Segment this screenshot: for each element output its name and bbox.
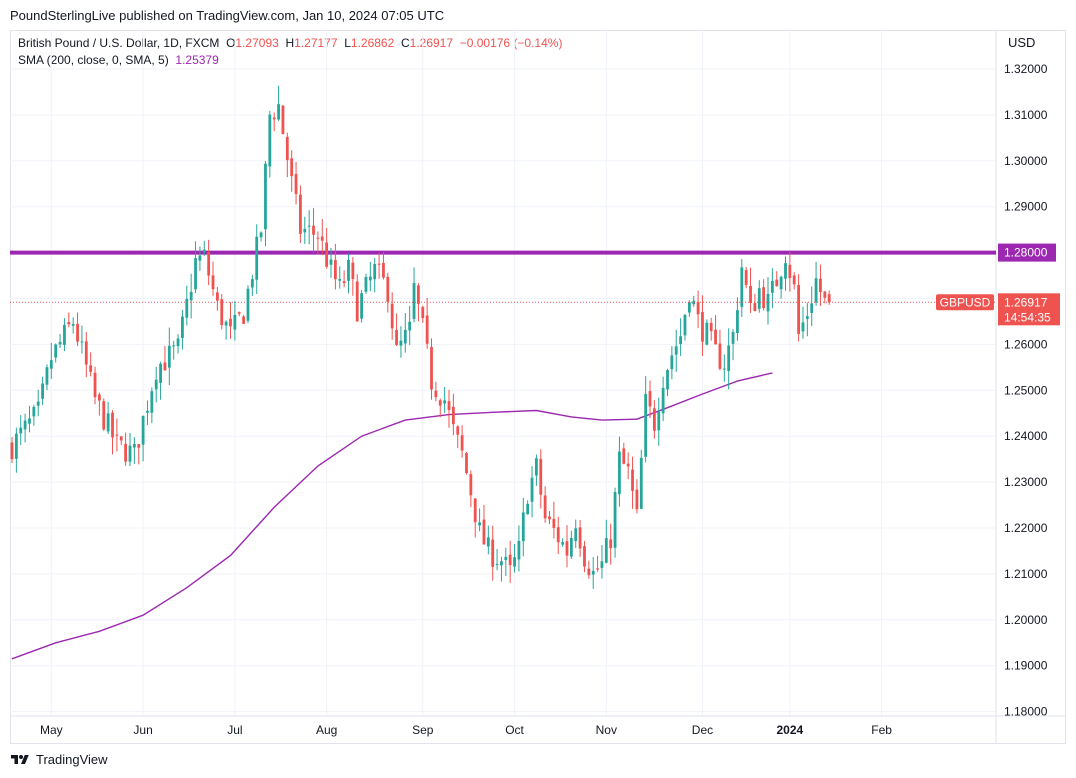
legend-ohlc-row: British Pound / U.S. Dollar, 1D, FXCM O1…: [18, 35, 562, 52]
legend-high-label: H: [285, 36, 295, 50]
footer: TradingView: [10, 752, 108, 767]
legend-low-value: 1.26862: [350, 36, 395, 50]
legend-symbol[interactable]: British Pound / U.S. Dollar, 1D, FXCM: [18, 36, 220, 50]
legend-sma-row: SMA (200, close, 0, SMA, 5) 1.25379: [18, 52, 562, 69]
publish-info: PoundSterlingLive published on TradingVi…: [10, 8, 445, 23]
legend-high-value: 1.27177: [294, 36, 338, 50]
legend-open-value: 1.27093: [235, 36, 279, 50]
legend-sma-label[interactable]: SMA (200, close, 0, SMA, 5): [18, 53, 169, 67]
legend-close-value: 1.26917: [409, 36, 454, 50]
footer-brand[interactable]: TradingView: [36, 752, 108, 767]
chart-legend: British Pound / U.S. Dollar, 1D, FXCM O1…: [18, 35, 562, 69]
legend-sma-value: 1.25379: [175, 53, 219, 67]
legend-close-label: C: [400, 36, 410, 50]
currency-button[interactable]: USD: [1008, 35, 1036, 50]
chart-frame: [10, 30, 1066, 744]
legend-change: −0.00176 (−0.14%): [459, 36, 563, 50]
legend-open-label: O: [226, 36, 236, 50]
tradingview-logo-icon: [11, 754, 29, 764]
legend-low-label: L: [344, 36, 351, 50]
